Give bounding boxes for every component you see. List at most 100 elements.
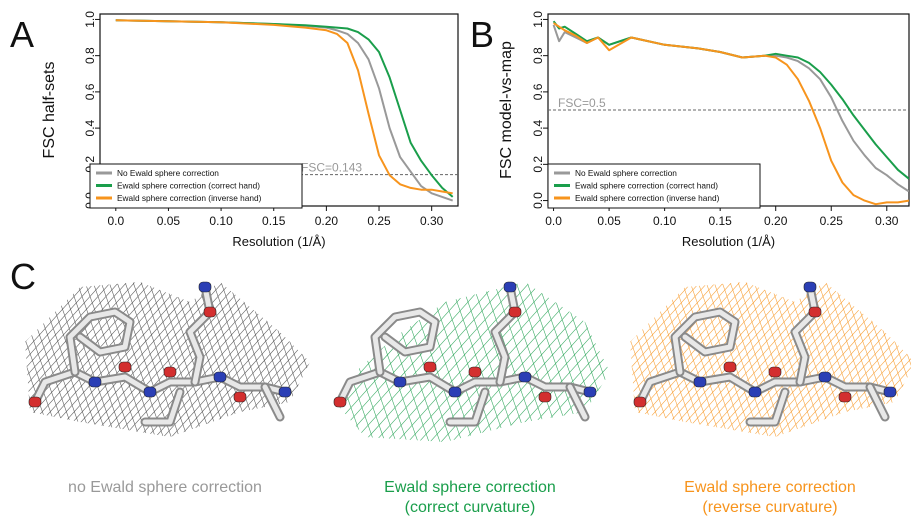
nitrogen-atom: [448, 386, 462, 398]
y-tick-label: 1.0: [531, 11, 545, 28]
mesh-line: [858, 282, 911, 437]
mesh-line: [25, 282, 154, 437]
oxygen-atom: [508, 306, 522, 318]
mesh-line: [508, 282, 576, 442]
panel-letter-b: B: [470, 14, 495, 55]
x-tick-label: 0.05: [597, 214, 621, 228]
oxygen-atom: [28, 396, 42, 408]
mesh-line: [630, 282, 638, 437]
x-tick-label: 0.30: [875, 214, 899, 228]
mesh-line: [486, 282, 610, 442]
mesh-line: [335, 282, 351, 442]
mesh-line: [335, 282, 373, 442]
x-tick-label: 0.30: [420, 214, 444, 228]
mesh-line: [335, 282, 367, 442]
mesh-line: [343, 282, 516, 442]
mesh-line: [762, 282, 830, 437]
mesh-line: [25, 282, 130, 437]
mesh-line: [285, 282, 310, 437]
oxygen-atom: [203, 306, 217, 318]
legend-entry: No Ewald sphere correction: [575, 168, 677, 178]
oxygen-atom: [423, 361, 437, 373]
mesh-line: [778, 282, 911, 437]
mesh-line: [354, 282, 527, 442]
mesh-line: [335, 282, 356, 442]
mesh-line: [630, 282, 751, 437]
legend-box: [89, 163, 303, 209]
nitrogen-atom: [693, 376, 707, 388]
oxygen-atom: [633, 396, 647, 408]
mesh-line: [25, 282, 146, 437]
mesh-line: [630, 282, 631, 437]
mesh-line: [335, 282, 400, 442]
mesh-line: [810, 282, 911, 437]
bond-highlight: [447, 389, 488, 425]
oxygen-atom: [468, 366, 482, 378]
mesh-line: [85, 282, 258, 437]
mesh-line: [293, 282, 310, 437]
x-axis-label: Resolution (1/Å): [232, 234, 325, 249]
mesh-line: [149, 282, 217, 437]
mesh-line: [25, 282, 57, 437]
mesh-line: [858, 282, 911, 437]
mesh-line: [29, 282, 97, 437]
oxygen-atom: [808, 306, 822, 318]
mesh-line: [826, 282, 911, 437]
mesh-line: [277, 282, 310, 437]
caption-line: Ewald sphere correction: [684, 479, 856, 496]
x-tick-label: 0.20: [315, 214, 339, 228]
mesh-line: [335, 282, 395, 442]
mesh-line: [475, 282, 610, 442]
mesh-line: [141, 282, 209, 437]
x-tick-label: 0.0: [545, 214, 562, 228]
bond-highlight: [337, 369, 593, 405]
mesh-line: [519, 282, 610, 442]
bond-highlight: [567, 384, 588, 420]
bond-highlight: [32, 369, 288, 405]
mesh-line: [325, 262, 328, 452]
mesh-line: [25, 282, 49, 437]
mesh-line: [335, 282, 450, 442]
mesh-line: [205, 282, 273, 437]
nitrogen-atom: [803, 281, 817, 293]
mesh-line: [213, 282, 281, 437]
x-tick-label: 0.15: [262, 214, 286, 228]
mesh-line: [25, 282, 74, 437]
bond-highlight: [672, 309, 738, 375]
mesh-line: [335, 282, 345, 442]
y-tick-label: 0.4: [531, 119, 545, 136]
mesh-line: [197, 282, 310, 437]
caption-correct-curvature: Ewald sphere correction (correct curvatu…: [330, 478, 610, 518]
mesh-line: [630, 282, 727, 437]
nitrogen-atom: [818, 371, 832, 383]
mesh-line: [269, 282, 310, 437]
mesh-line: [253, 282, 310, 437]
mesh-line: [541, 282, 609, 442]
series-group: [552, 20, 909, 206]
mesh-line: [770, 282, 911, 437]
y-tick-label: 1.0: [83, 11, 97, 28]
mesh-line: [497, 282, 610, 442]
nitrogen-atom: [503, 281, 517, 293]
mesh-line: [898, 282, 911, 437]
oxygen-atom: [233, 391, 247, 403]
mesh-line: [25, 282, 65, 437]
mesh-line: [245, 282, 310, 437]
mesh-line: [754, 282, 822, 437]
series-line: [115, 19, 453, 195]
mesh-line: [630, 282, 743, 437]
nitrogen-atom: [583, 386, 597, 398]
mesh-line: [630, 282, 694, 437]
oxygen-atom: [333, 396, 347, 408]
threshold-label: FSC=0.143: [301, 161, 362, 175]
mesh-line: [818, 282, 886, 437]
nitrogen-atom: [393, 376, 407, 388]
caption-no-correction: no Ewald sphere correction: [25, 478, 305, 498]
mesh-line: [682, 282, 750, 437]
mesh-line: [630, 282, 719, 437]
mesh-line: [906, 282, 911, 437]
y-tick-label: 0.8: [531, 47, 545, 64]
legend-entry: Ewald sphere correction (correct hand): [575, 181, 718, 191]
mesh-line: [229, 282, 297, 437]
mesh-line: [245, 282, 310, 437]
